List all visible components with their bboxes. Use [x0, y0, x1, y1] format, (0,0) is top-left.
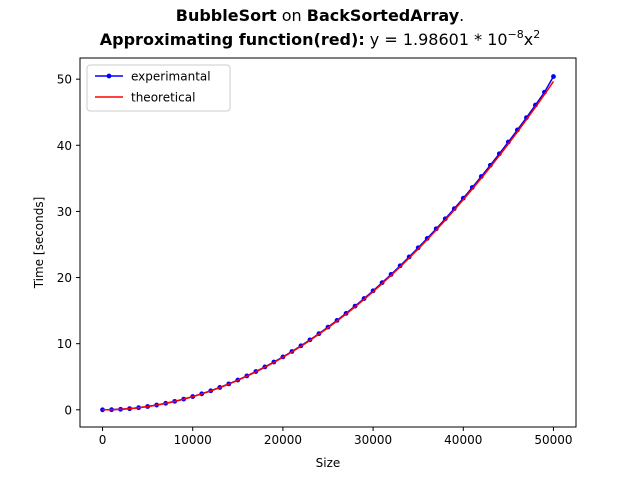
x-tick-label: 10000: [174, 433, 212, 447]
x-axis-label: Size: [316, 456, 341, 470]
series-theoretical-line: [102, 81, 555, 411]
title-exponent-1: −8: [507, 28, 524, 41]
chart-title-line-2: Approximating function(red): y = 1.98601…: [0, 28, 640, 49]
legend: experimantal theoretical: [86, 64, 231, 112]
y-tick-label: 50: [57, 73, 72, 87]
x-tick-label: 40000: [444, 433, 482, 447]
y-tick-label: 10: [57, 337, 72, 351]
y-tick-label: 30: [57, 205, 72, 219]
series-experimental-point: [442, 216, 448, 222]
series-experimental-point: [100, 407, 105, 413]
title-connector: on: [276, 6, 307, 25]
y-tick-label: 0: [64, 403, 72, 417]
x-tick-label: 0: [99, 433, 107, 447]
series-layer: [100, 74, 556, 413]
series-experimental-point: [424, 236, 430, 241]
legend-experimental-marker: [106, 73, 112, 79]
series-experimental-point: [415, 245, 421, 251]
title-exponent-2: 2: [533, 28, 541, 41]
y-tick-label: 20: [57, 271, 72, 285]
axes-frame: [79, 57, 577, 428]
chart-title-line-1: BubbleSort on BackSortedArray.: [0, 6, 640, 25]
x-tick-label: 20000: [264, 433, 302, 447]
title-input: BackSortedArray: [306, 6, 460, 25]
series-experimental-point: [551, 74, 556, 79]
series-experimental-line: [102, 76, 555, 411]
title-algorithm: BubbleSort: [175, 6, 277, 25]
ticks-layer: 0 10000 20000 30000 40000 50000 0 10 20 30 40 50: [57, 73, 573, 447]
y-axis-label: Time [seconds]: [32, 197, 46, 290]
title-formula-prefix: y = 1.98601 * 10: [364, 30, 508, 49]
y-tick-label: 40: [57, 139, 72, 153]
title-formula-var: x: [523, 30, 534, 49]
x-tick-label: 30000: [354, 433, 392, 447]
title-end: .: [459, 6, 465, 25]
x-tick-label: 50000: [534, 433, 572, 447]
legend-theoretical-label: theoretical: [131, 91, 195, 105]
series-experimental-point: [433, 226, 439, 232]
series-experimental-point: [451, 206, 457, 212]
legend-experimental-label: experimantal: [131, 70, 211, 84]
title-approx-label: Approximating function(red):: [99, 30, 365, 49]
